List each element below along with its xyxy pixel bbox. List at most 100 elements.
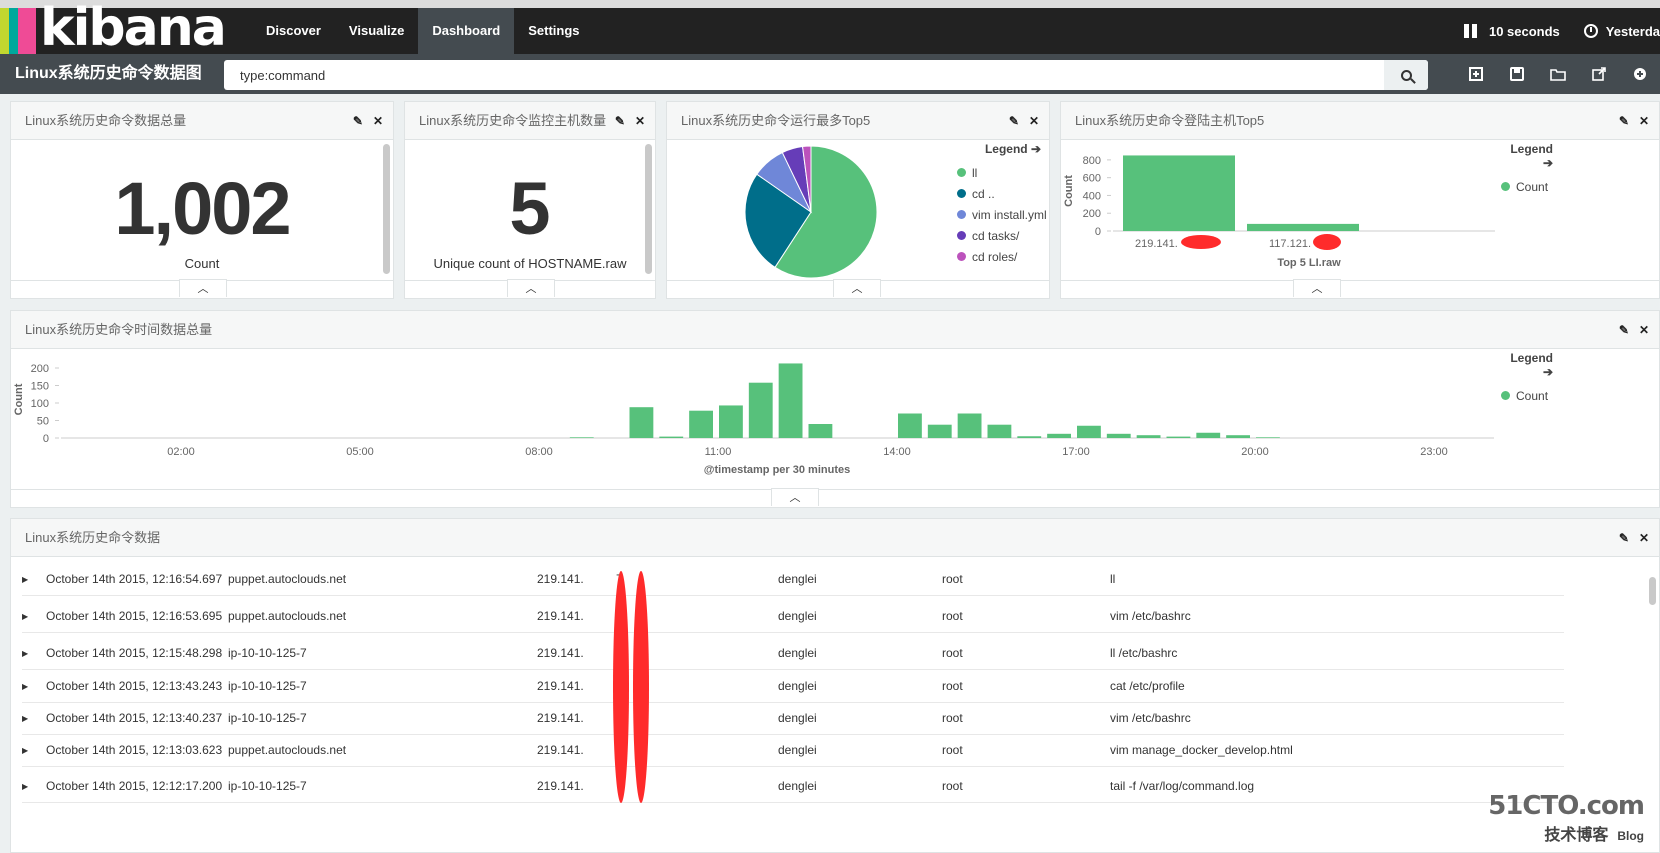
bar[interactable]: [1166, 436, 1191, 438]
bar[interactable]: [719, 405, 743, 438]
nav-dashboard[interactable]: Dashboard: [418, 8, 515, 54]
legend-label: cd roles/: [972, 249, 1018, 264]
pie-slice[interactable]: [774, 145, 878, 279]
bar[interactable]: [659, 436, 684, 438]
close-icon[interactable]: ✕: [372, 114, 383, 128]
cell-user: denglei: [778, 743, 817, 757]
bar[interactable]: [987, 424, 1012, 438]
bar[interactable]: [1256, 437, 1280, 438]
share-icon[interactable]: [1578, 54, 1619, 94]
y-tick-label: 0: [1095, 226, 1101, 238]
edit-icon[interactable]: ✎: [1618, 323, 1629, 337]
chevron-up-icon[interactable]: ︿: [833, 279, 881, 297]
legend-item[interactable]: cd ..: [957, 183, 1049, 204]
edit-icon[interactable]: ✎: [1008, 114, 1019, 128]
expand-icon[interactable]: ▶: [22, 649, 29, 658]
bar[interactable]: [1247, 223, 1359, 231]
bar[interactable]: [1136, 435, 1161, 438]
search-button[interactable]: [1384, 60, 1428, 90]
bar[interactable]: [629, 407, 654, 438]
bar[interactable]: [927, 424, 952, 438]
legend-item[interactable]: Count: [1501, 176, 1553, 197]
kibana-logo[interactable]: kibana: [0, 2, 238, 54]
chevron-up-icon[interactable]: ︿: [507, 279, 555, 297]
bar[interactable]: [778, 363, 803, 438]
nav-discover[interactable]: Discover: [266, 23, 321, 38]
table-row[interactable]: ▶ October 14th 2015, 12:16:53.695 puppet.a…: [22, 600, 1564, 633]
hosts-bar-chart: 0 200 400 600 800 219.141. 117.121. Top 5 LI.ra…: [1063, 155, 1495, 269]
add-panel-icon[interactable]: [1619, 54, 1660, 94]
open-folder-icon[interactable]: [1537, 54, 1578, 94]
table-row[interactable]: ▶ October 14th 2015, 12:13:03.623 puppet.a…: [22, 734, 1564, 767]
cell-host: ip-10-10-125-7: [228, 679, 307, 693]
close-icon[interactable]: ✕: [1028, 114, 1039, 128]
bar[interactable]: [957, 413, 982, 439]
expand-icon[interactable]: ▶: [22, 714, 29, 723]
table-row[interactable]: ▶ October 14th 2015, 12:15:48.298 ip-10-10…: [22, 637, 1564, 670]
edit-icon[interactable]: ✎: [1618, 114, 1629, 128]
edit-icon[interactable]: ✎: [352, 114, 363, 128]
cell-time: October 14th 2015, 12:13:40.237: [46, 711, 223, 725]
edit-icon[interactable]: ✎: [614, 114, 625, 128]
expand-icon[interactable]: ▶: [22, 612, 29, 621]
chevron-up-icon[interactable]: ︿: [1293, 279, 1341, 297]
legend-title[interactable]: Legend: [1510, 142, 1553, 156]
close-icon[interactable]: ✕: [1638, 531, 1649, 545]
new-dashboard-icon[interactable]: [1455, 54, 1496, 94]
bar[interactable]: [1196, 432, 1221, 438]
bar[interactable]: [1047, 433, 1071, 438]
cell-time: October 14th 2015, 12:16:53.695: [46, 609, 223, 623]
pie-slice[interactable]: [744, 173, 812, 269]
legend-item[interactable]: cd roles/: [957, 246, 1049, 267]
bar[interactable]: [569, 437, 594, 438]
table-row[interactable]: ▶ October 14th 2015, 12:13:40.237 ip-10-10…: [22, 702, 1564, 735]
expand-icon[interactable]: ▶: [22, 746, 29, 755]
pie-slice[interactable]: [802, 145, 812, 213]
scrollbar[interactable]: [383, 144, 390, 274]
time-picker[interactable]: Yesterda: [1605, 23, 1660, 39]
chevron-up-icon[interactable]: ︿: [771, 488, 819, 506]
y-tick-label: 200: [31, 363, 49, 375]
panel-title: Linux系统历史命令登陆主机Top5: [1075, 113, 1265, 128]
chevron-up-icon[interactable]: ︿: [179, 279, 227, 297]
expand-icon[interactable]: ▶: [22, 682, 29, 691]
panel-title: Linux系统历史命令数据总量: [25, 113, 187, 128]
nav-visualize[interactable]: Visualize: [348, 23, 405, 38]
close-icon[interactable]: ✕: [634, 114, 645, 128]
bar[interactable]: [898, 413, 922, 439]
legend-item[interactable]: ll: [957, 162, 1049, 183]
close-icon[interactable]: ✕: [1638, 114, 1649, 128]
close-icon[interactable]: ✕: [1638, 323, 1649, 337]
nav-settings[interactable]: Settings: [528, 23, 580, 38]
bar[interactable]: [1106, 433, 1131, 438]
expand-icon[interactable]: ▶: [22, 782, 29, 791]
legend-title[interactable]: Legend: [1510, 351, 1553, 365]
bar[interactable]: [748, 382, 773, 438]
table-row[interactable]: ▶ October 14th 2015, 12:16:54.697 puppet.a…: [22, 563, 1564, 596]
legend-item[interactable]: vim install.yml: [957, 204, 1049, 225]
bar[interactable]: [1017, 436, 1042, 438]
cell-login: root: [942, 711, 963, 725]
expand-icon[interactable]: ▶: [22, 575, 29, 584]
bar[interactable]: [1226, 435, 1250, 438]
clock-icon[interactable]: [1583, 24, 1598, 38]
save-icon[interactable]: [1496, 54, 1537, 94]
bar[interactable]: [808, 424, 833, 438]
legend-dot: [1501, 391, 1510, 400]
search-input[interactable]: [224, 60, 1382, 90]
edit-icon[interactable]: ✎: [1618, 531, 1629, 545]
bar[interactable]: [1123, 155, 1235, 231]
bar[interactable]: [1077, 425, 1101, 438]
scrollbar[interactable]: [645, 144, 652, 274]
pause-icon[interactable]: [1463, 24, 1477, 38]
table-row[interactable]: ▶ October 14th 2015, 12:13:43.243 ip-10-10…: [22, 670, 1564, 703]
table-row[interactable]: ▶ October 14th 2015, 12:12:17.200 ip-10-10…: [22, 770, 1564, 803]
scrollbar[interactable]: [1649, 577, 1656, 605]
cell-host: puppet.autoclouds.net: [228, 743, 347, 757]
legend-title[interactable]: Legend: [984, 142, 1028, 156]
bar[interactable]: [689, 410, 713, 438]
legend-item[interactable]: cd tasks/: [957, 225, 1049, 246]
refresh-interval[interactable]: 10 seconds: [1488, 23, 1560, 39]
legend-item[interactable]: Count: [1501, 385, 1553, 406]
dashboard-actions: [1455, 54, 1660, 94]
